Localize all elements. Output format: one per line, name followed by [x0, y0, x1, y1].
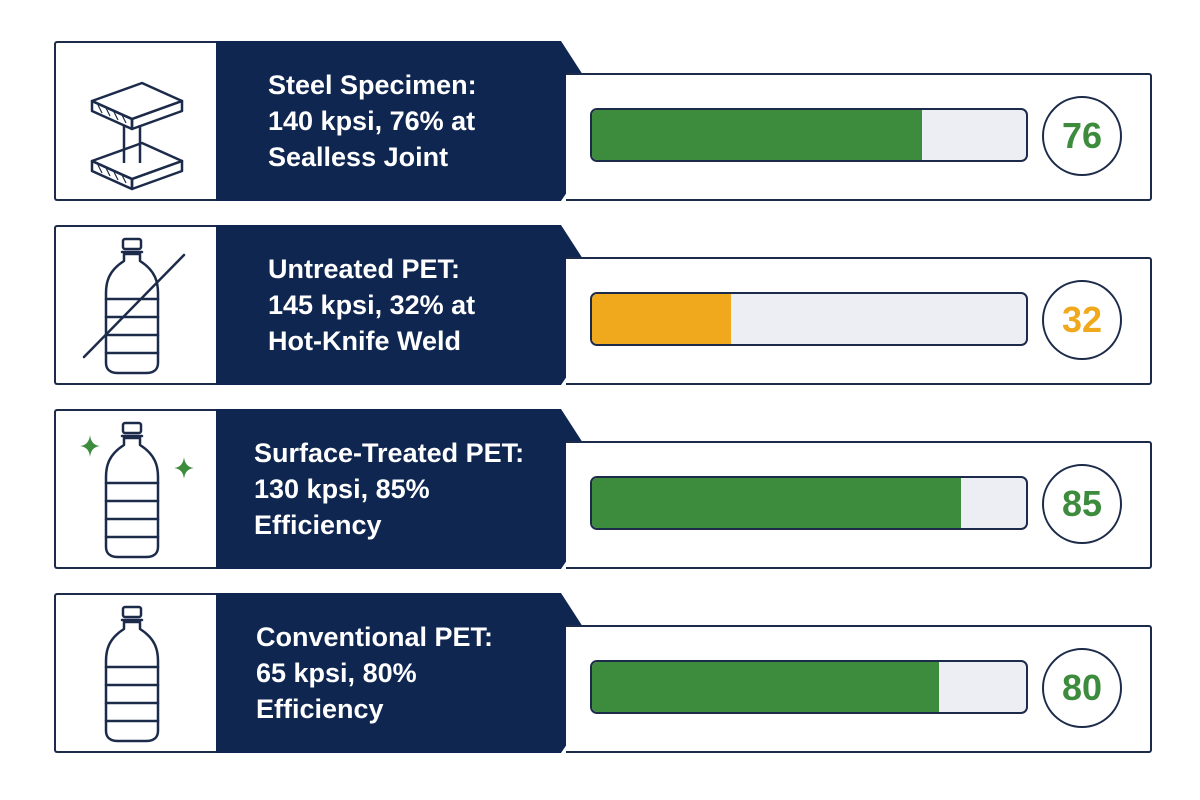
label-banner: Conventional PET: 65 kpsi, 80% Efficienc… [216, 593, 636, 753]
bar-fill [592, 110, 922, 160]
arrow-banner-shape [216, 593, 614, 753]
bar-track [590, 660, 1028, 714]
row-label: Surface-Treated PET: 130 kpsi, 85% Effic… [254, 409, 574, 569]
icon-panel [54, 41, 216, 201]
bar-fill [592, 478, 961, 528]
icon-panel [54, 409, 216, 569]
score-badge: 80 [1042, 648, 1122, 728]
row-label-line: Hot-Knife Weld [268, 326, 461, 356]
score-badge: 85 [1042, 464, 1122, 544]
bar-panel: 85 [566, 441, 1152, 569]
row-label: Conventional PET: 65 kpsi, 80% Efficienc… [256, 593, 576, 753]
row-label-line: 130 kpsi, 85% [254, 474, 430, 504]
bar-panel: 32 [566, 257, 1152, 385]
row-label-line: 65 kpsi, 80% [256, 658, 417, 688]
row-label-line: Untreated PET: [268, 254, 461, 284]
score-badge: 76 [1042, 96, 1122, 176]
bar-panel: 76 [566, 73, 1152, 201]
arrow-banner-shape [216, 409, 614, 569]
steel-i-beam-icon [90, 81, 184, 191]
label-banner: Surface-Treated PET: 130 kpsi, 85% Effic… [216, 409, 636, 569]
row-label-line: Conventional PET: [256, 622, 494, 652]
bar-panel: 80 [566, 625, 1152, 753]
row-label-line: Surface-Treated PET: [254, 438, 525, 468]
chart-row-surface-treated-pet: Surface-Treated PET: 130 kpsi, 85% Effic… [54, 409, 1152, 573]
row-label: Untreated PET: 145 kpsi, 32% at Hot-Knif… [268, 225, 588, 385]
bottle-icon [104, 605, 160, 743]
bar-track [590, 476, 1028, 530]
score-badge: 32 [1042, 280, 1122, 360]
row-label-line: Sealless Joint [268, 142, 449, 172]
bar-track [590, 292, 1028, 346]
row-label-line: Efficiency [256, 694, 384, 724]
sparkle-bottle-icon [80, 421, 194, 559]
chart-row-steel: Steel Specimen: 140 kpsi, 76% at Sealles… [54, 41, 1152, 205]
row-label-line: 140 kpsi, 76% at [268, 106, 476, 136]
label-banner: Untreated PET: 145 kpsi, 32% at Hot-Knif… [216, 225, 636, 385]
row-label: Steel Specimen: 140 kpsi, 76% at Sealles… [268, 41, 588, 201]
bar-track [590, 108, 1028, 162]
chart-row-untreated-pet: Untreated PET: 145 kpsi, 32% at Hot-Knif… [54, 225, 1152, 389]
chart-row-conventional-pet: Conventional PET: 65 kpsi, 80% Efficienc… [54, 593, 1152, 757]
icon-panel [54, 225, 216, 385]
icon-panel [54, 593, 216, 753]
row-label-line: 145 kpsi, 32% at [268, 290, 476, 320]
bar-fill [592, 294, 731, 344]
crossed-out-bottle-icon [82, 237, 186, 375]
arrow-banner-shape [216, 41, 614, 201]
row-label-line: Steel Specimen: [268, 70, 477, 100]
bar-fill [592, 662, 940, 712]
arrow-banner-shape [216, 225, 614, 385]
label-banner: Steel Specimen: 140 kpsi, 76% at Sealles… [216, 41, 636, 201]
row-label-line: Efficiency [254, 510, 382, 540]
